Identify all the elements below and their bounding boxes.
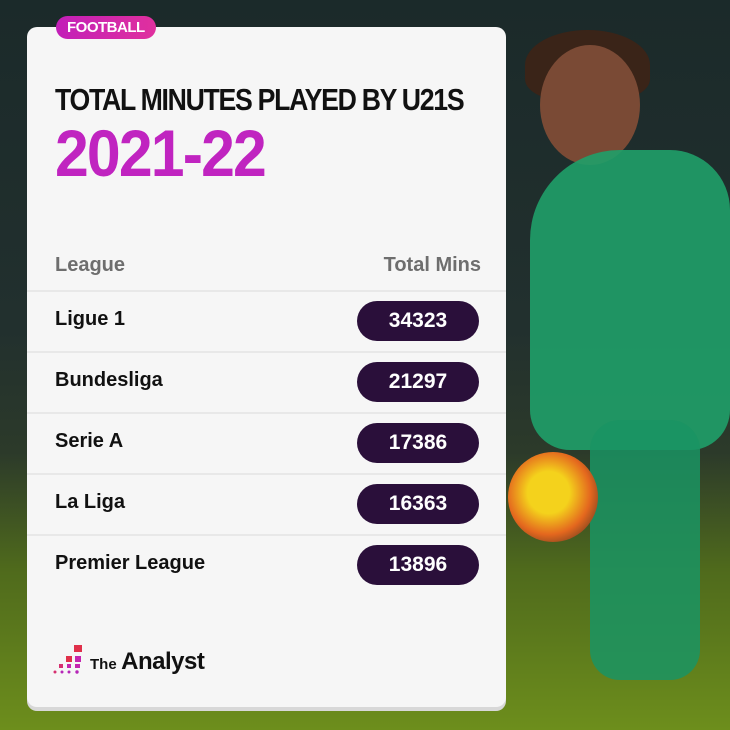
league-name: Serie A xyxy=(55,430,124,452)
brand-the: The xyxy=(90,656,117,673)
table-row: Ligue 1 34323 xyxy=(27,290,506,353)
category-tag: FOOTBALL xyxy=(56,16,156,39)
league-name: Ligue 1 xyxy=(55,308,126,330)
the-analyst-logo-icon xyxy=(53,645,82,674)
column-header-total-mins: Total Mins xyxy=(383,254,481,276)
background-photo-legs xyxy=(590,420,700,680)
chart-title: TOTAL MINUTES PLAYED BY U21S xyxy=(55,82,465,117)
total-mins-value: 34323 xyxy=(357,301,479,341)
brand-name: Analyst xyxy=(121,648,205,675)
league-name: La Liga xyxy=(55,491,126,513)
table-row: Bundesliga 21297 xyxy=(27,351,506,414)
background-photo-head xyxy=(540,45,640,165)
total-mins-value: 21297 xyxy=(357,362,479,402)
table-row: Premier League 13896 xyxy=(27,534,506,597)
league-name: Premier League xyxy=(55,552,206,574)
total-mins-value: 17386 xyxy=(357,423,479,463)
season-subtitle: 2021-22 xyxy=(55,116,267,190)
total-mins-value: 16363 xyxy=(357,484,479,524)
table-row: La Liga 16363 xyxy=(27,473,506,536)
the-analyst-brand: The Analyst xyxy=(90,648,205,676)
league-name: Bundesliga xyxy=(55,369,163,391)
background-photo-player xyxy=(530,150,730,450)
table-row: Serie A 17386 xyxy=(27,412,506,475)
background-photo-ball xyxy=(508,452,598,542)
total-mins-value: 13896 xyxy=(357,545,479,585)
column-header-league: League xyxy=(55,254,126,276)
